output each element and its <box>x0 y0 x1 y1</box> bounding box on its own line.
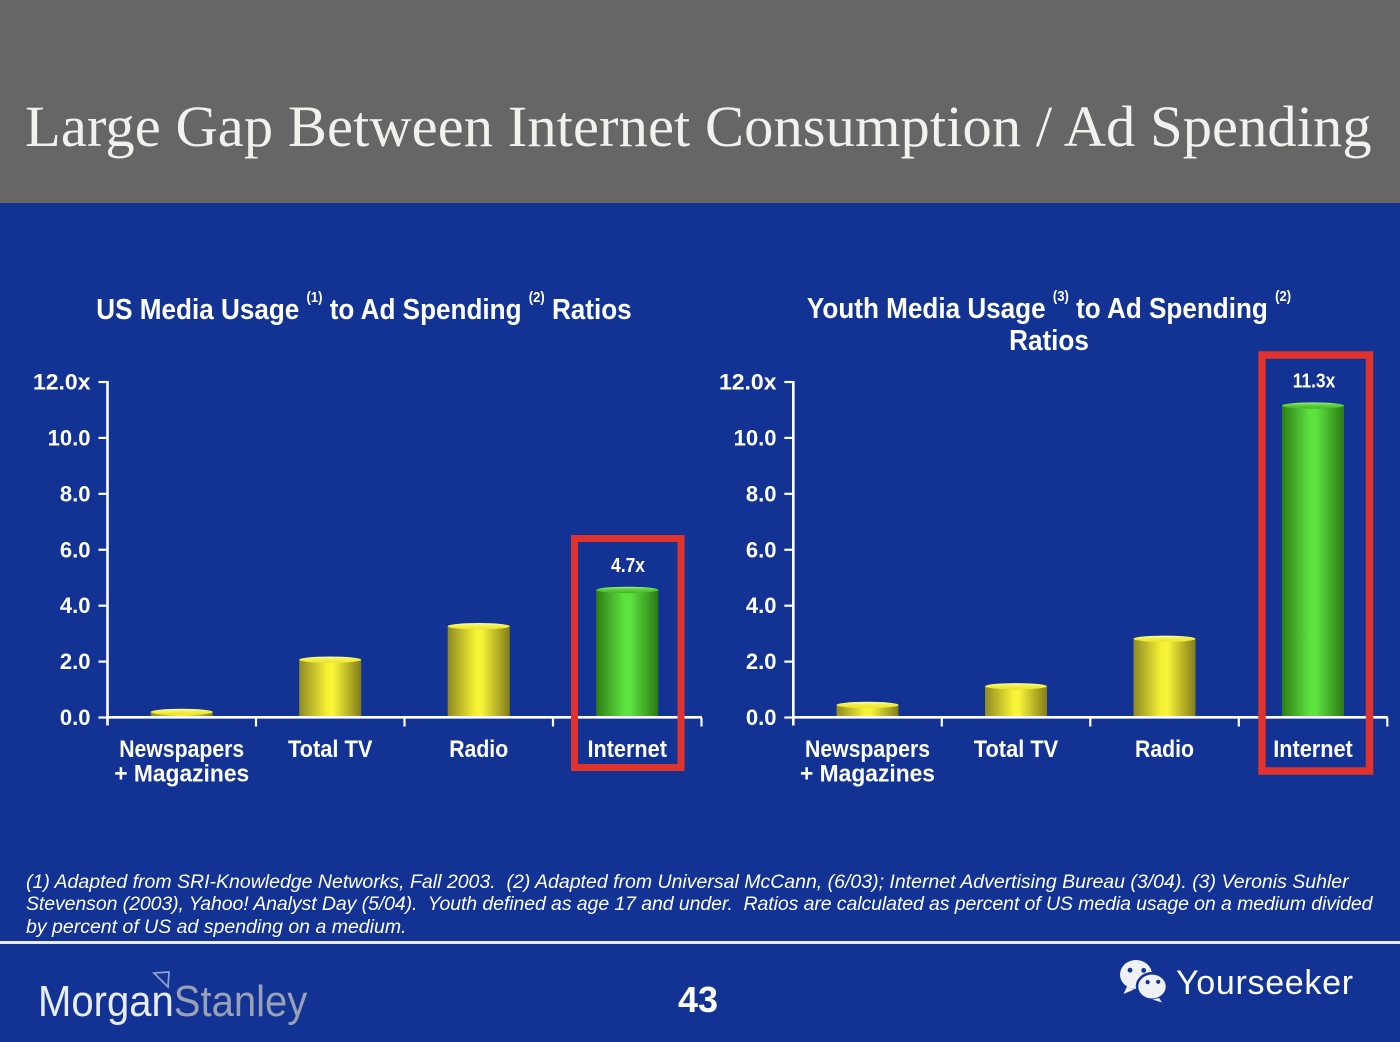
svg-text:Newspapers: Newspapers <box>805 736 930 763</box>
svg-text:US Media Usage (1)​ to Ad Spen: US Media Usage (1)​ to Ad Spending (2)​ … <box>96 289 631 325</box>
svg-text:Radio: Radio <box>449 736 508 763</box>
svg-text:Total TV: Total TV <box>974 736 1059 763</box>
svg-text:4.0: 4.0 <box>746 593 777 618</box>
svg-text:Youth Media Usage (3)​ to Ad S: Youth Media Usage (3)​ to Ad Spending (2… <box>807 288 1291 324</box>
svg-text:4.0: 4.0 <box>60 593 91 618</box>
svg-text:8.0: 8.0 <box>60 481 91 506</box>
svg-text:8.0: 8.0 <box>746 481 777 506</box>
svg-text:Total TV: Total TV <box>288 736 373 763</box>
svg-text:0.0: 0.0 <box>746 705 777 730</box>
svg-text:2.0: 2.0 <box>60 649 91 674</box>
svg-text:4.7x: 4.7x <box>611 555 645 577</box>
svg-text:11.3x: 11.3x <box>1293 371 1336 393</box>
svg-text:0.0: 0.0 <box>60 705 91 730</box>
svg-text:+ Magazines: + Magazines <box>114 760 249 787</box>
svg-text:10.0: 10.0 <box>48 425 91 450</box>
svg-text:2.0: 2.0 <box>746 649 777 674</box>
svg-text:10.0: 10.0 <box>734 425 777 450</box>
svg-text:6.0: 6.0 <box>746 537 777 562</box>
svg-text:Internet: Internet <box>587 736 667 763</box>
svg-text:+ Magazines: + Magazines <box>800 760 935 787</box>
svg-text:6.0: 6.0 <box>60 537 91 562</box>
svg-text:Internet: Internet <box>1273 736 1353 763</box>
svg-text:Radio: Radio <box>1135 736 1194 763</box>
svg-text:Newspapers: Newspapers <box>119 736 244 763</box>
svg-text:12.0x: 12.0x <box>33 370 91 395</box>
svg-text:12.0x: 12.0x <box>719 370 777 395</box>
svg-text:Ratios: Ratios <box>1009 324 1089 357</box>
